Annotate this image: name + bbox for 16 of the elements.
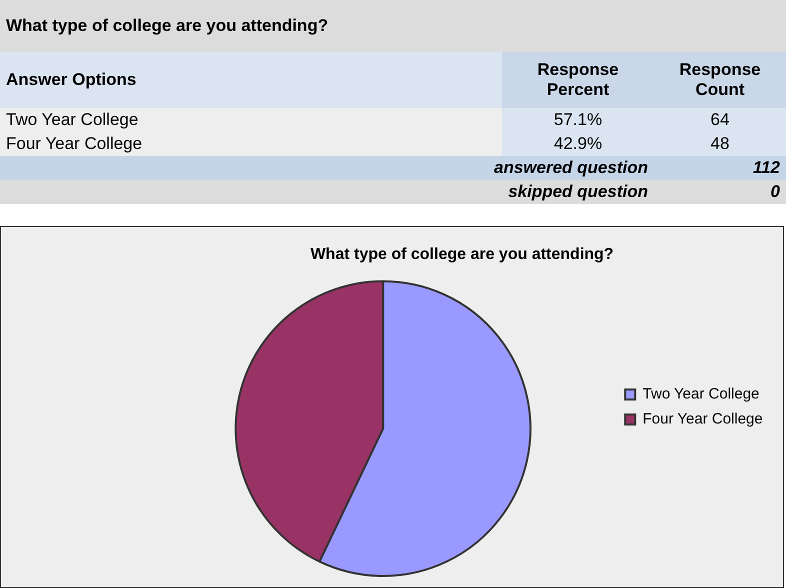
legend-label: Four Year College [642, 410, 763, 428]
text: 0 [654, 180, 786, 204]
text: answered question [0, 156, 654, 180]
text: Response Percent [502, 52, 654, 108]
text: 64 [654, 108, 786, 132]
text: 42.9% [502, 132, 654, 156]
category-label: Two Year College [6, 110, 138, 129]
legend-label: Two Year College [642, 386, 760, 403]
text: Response Count [654, 52, 786, 108]
chart-title: What type of college are you attending? [310, 246, 614, 264]
text: Answer Options [0, 52, 502, 108]
text: 48 [654, 132, 786, 156]
text: skipped question [0, 180, 654, 204]
category-label: Four Year College [6, 134, 142, 153]
text: 112 [654, 156, 786, 180]
text: 57.1% [502, 108, 654, 132]
